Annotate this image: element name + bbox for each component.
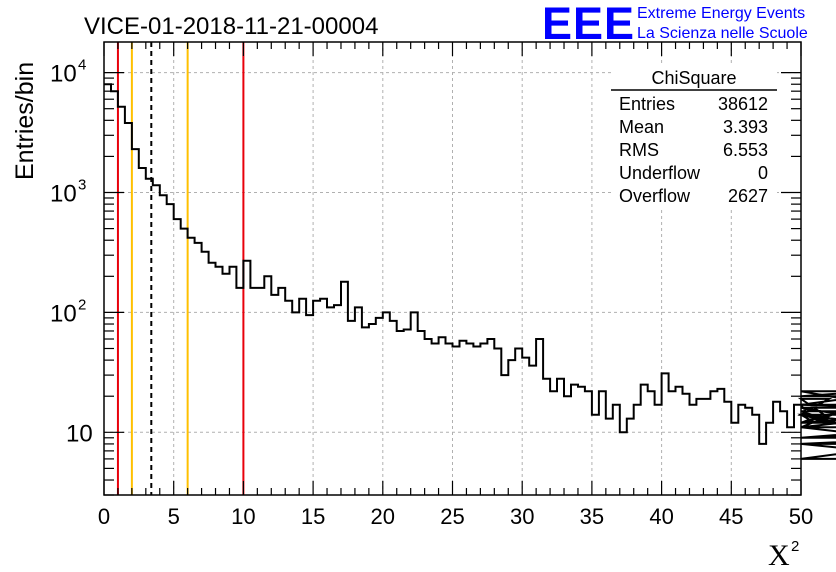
y-axis-label: Entries/bin bbox=[11, 62, 39, 180]
eee-logo: EEE Extreme Energy Events La Scienza nel… bbox=[542, 0, 836, 48]
x-tick-label: 0 bbox=[98, 504, 110, 529]
y-tick-label-exponent: 3 bbox=[78, 177, 86, 194]
stats-row-label: RMS bbox=[619, 140, 659, 160]
y-tick-label-base: 10 bbox=[66, 420, 93, 447]
x-tick-label: 20 bbox=[371, 504, 395, 529]
stats-row-value: 38612 bbox=[718, 94, 768, 114]
x-axis-label: X 2 bbox=[768, 538, 799, 572]
x-axis-ticks: 0 5 10 15 20 25 30 35 40 45 50 bbox=[98, 42, 813, 529]
y-tick-label-exponent: 2 bbox=[78, 296, 86, 313]
x-tick-label: 45 bbox=[719, 504, 743, 529]
y-tick-label-exponent: 4 bbox=[78, 57, 86, 74]
stats-row-value: 2627 bbox=[728, 186, 768, 206]
y-tick-label-base: 10 bbox=[50, 61, 77, 88]
reference-lines bbox=[116, 42, 245, 495]
stats-row-label: Entries bbox=[619, 94, 675, 114]
eee-logo-mark: EEE bbox=[542, 0, 636, 49]
histogram-series bbox=[104, 83, 836, 460]
x-tick-label: 50 bbox=[789, 504, 813, 529]
stats-row-value: 6.553 bbox=[723, 140, 768, 160]
logo-subtitle-line: La Scienza nelle Scuole bbox=[637, 25, 808, 42]
x-tick-label: 5 bbox=[168, 504, 180, 529]
x-tick-label: 15 bbox=[301, 504, 325, 529]
x-axis-label-base: X bbox=[768, 539, 790, 572]
x-tick-label: 35 bbox=[580, 504, 604, 529]
histogram-line bbox=[104, 83, 836, 460]
y-tick-label: 10 4 bbox=[50, 57, 86, 88]
x-axis-label-exponent: 2 bbox=[791, 538, 799, 555]
chart-title: VICE-01-2018-11-21-00004 bbox=[84, 13, 378, 40]
stats-row-label: Mean bbox=[619, 117, 664, 137]
y-tick-label: 10 3 bbox=[50, 177, 86, 208]
stats-box-title: ChiSquare bbox=[651, 68, 736, 88]
logo-title-line: Extreme Energy Events bbox=[637, 5, 806, 22]
x-tick-label: 30 bbox=[510, 504, 534, 529]
stats-row-label: Underflow bbox=[619, 163, 701, 183]
stats-box-rows: Entries 38612 Mean 3.393 RMS 6.553 Underflow 0 O… bbox=[619, 94, 768, 206]
x-tick-label: 10 bbox=[231, 504, 255, 529]
grid-lines bbox=[104, 42, 801, 495]
y-tick-label-base: 10 bbox=[50, 181, 77, 208]
y-tick-label: 10 2 bbox=[50, 296, 86, 327]
y-tick-label-base: 10 bbox=[50, 300, 77, 327]
x-tick-label: 40 bbox=[649, 504, 673, 529]
y-tick-label: 10 bbox=[66, 420, 93, 447]
stats-row-label: Overflow bbox=[619, 186, 691, 206]
stats-row-value: 3.393 bbox=[723, 117, 768, 137]
x-tick-label: 25 bbox=[440, 504, 464, 529]
stats-row-value: 0 bbox=[758, 163, 768, 183]
stats-box: ChiSquare Entries 38612 Mean 3.393 RMS 6.553 U… bbox=[611, 66, 777, 210]
